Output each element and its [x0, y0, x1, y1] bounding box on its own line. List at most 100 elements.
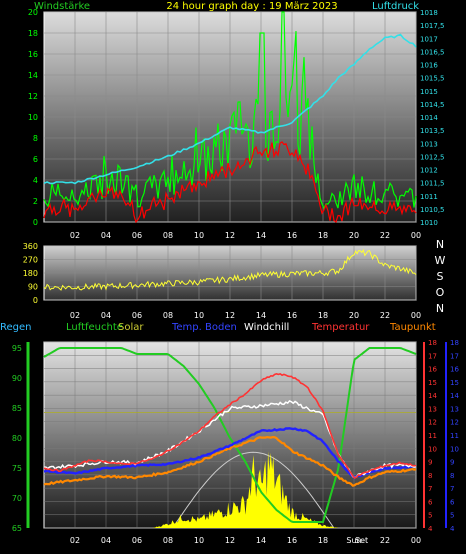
wind-direction-line	[43, 248, 417, 291]
chart-title: 24 hour graph day : 19 März 2023	[166, 1, 337, 12]
legend-solar: Solar	[118, 322, 144, 333]
ground-temp-tick-label: 9	[450, 459, 454, 467]
direction-x-tick-label: 04	[101, 311, 111, 320]
direction-x-tick-label: 02	[70, 311, 80, 320]
wind-x-tick-label: 12	[225, 231, 235, 240]
climate-x-tick-label: 18	[318, 536, 328, 545]
ground-temp-tick-label: 4	[450, 525, 455, 533]
humidity-tick-label: 80	[12, 434, 22, 443]
pressure-tick-label: 1013	[420, 140, 438, 148]
sunset-label: Set	[355, 536, 368, 545]
ground-temp-tick-label: 6	[450, 498, 455, 506]
temperature-tick-label: 10	[428, 445, 437, 453]
ground-temp-tick-label: 5	[450, 512, 454, 520]
climate-x-tick-label: 14	[256, 536, 266, 545]
ground-temp-tick-label: 14	[450, 392, 459, 400]
wind-x-tick-label: 08	[163, 231, 173, 240]
ground-temp-tick-label: 16	[450, 366, 459, 374]
temperature-tick-label: 12	[428, 419, 437, 427]
direction-x-tick-label: 20	[349, 311, 359, 320]
climate-x-tick-label: 16	[287, 536, 297, 545]
wind-gust-line	[43, 141, 417, 224]
wind-tick-label: 2	[33, 197, 38, 206]
temperature-tick-label: 4	[428, 525, 433, 533]
ground-temp-tick-label: 13	[450, 405, 459, 413]
wind-tick-label: 10	[28, 113, 38, 122]
pressure-tick-label: 1015,5	[420, 75, 445, 83]
solar-theory-arc	[172, 451, 335, 529]
legend-windchill: Windchill	[244, 322, 289, 333]
wind-tick-label: 14	[28, 71, 38, 80]
wind-x-tick-label: 18	[318, 231, 328, 240]
solar-area	[152, 451, 339, 528]
pressure-tick-label: 1017	[420, 35, 438, 43]
pressure-tick-label: 1012,5	[420, 153, 445, 161]
humidity-tick-label: 95	[12, 344, 22, 353]
pressure-line	[43, 33, 417, 185]
direction-x-tick-label: 12	[225, 311, 235, 320]
legend-taupunkt: Taupunkt	[389, 322, 436, 333]
direction-x-tick-label: 06	[132, 311, 142, 320]
legend-temp-boden: Temp. Boden	[171, 322, 237, 333]
compass-label: S	[437, 270, 444, 283]
humidity-tick-label: 70	[12, 494, 22, 503]
wind-x-tick-label: 04	[101, 231, 111, 240]
wind-x-tick-label: 16	[287, 231, 297, 240]
wind-x-tick-label: 00	[411, 231, 421, 240]
wind-x-tick-label: 22	[380, 231, 390, 240]
legend-regen: Regen	[0, 322, 32, 333]
wind-tick-label: 16	[28, 50, 38, 59]
climate-x-tick-label: Sun	[346, 536, 361, 545]
wind-x-tick-label: 20	[349, 231, 359, 240]
climate-x-tick-label: 04	[101, 536, 111, 545]
climate-x-tick-label: 08	[163, 536, 173, 545]
temperature-tick-label: 7	[428, 485, 432, 493]
direction-tick-label: 180	[23, 269, 38, 278]
wind-tick-label: 0	[33, 218, 38, 227]
pressure-tick-label: 1016	[420, 62, 438, 70]
direction-x-tick-label: 14	[256, 311, 266, 320]
wind-x-tick-label: 10	[194, 231, 204, 240]
pressure-tick-label: 1011	[420, 193, 438, 201]
pressure-tick-label: 1018	[420, 9, 438, 17]
wind-tick-label: 20	[28, 8, 38, 17]
direction-tick-label: 90	[28, 283, 38, 292]
temperature-tick-label: 13	[428, 405, 437, 413]
wind-axis-label: Windstärke	[34, 1, 90, 12]
pressure-tick-label: 1011,5	[420, 180, 445, 188]
climate-x-tick-label: 12	[225, 536, 235, 545]
temperature-tick-label: 9	[428, 459, 432, 467]
wind-x-tick-label: 02	[70, 231, 80, 240]
direction-x-tick-label: 16	[287, 311, 297, 320]
direction-x-tick-label: 18	[318, 311, 328, 320]
wind-tick-label: 4	[33, 176, 38, 185]
humidity-line	[43, 347, 417, 523]
direction-x-tick-label: 00	[411, 311, 421, 320]
direction-tick-label: 270	[23, 256, 38, 265]
humidity-tick-label: 75	[12, 464, 22, 473]
pressure-axis-label: Luftdruck	[372, 1, 419, 12]
humidity-tick-label: 65	[12, 524, 22, 533]
ground-temp-tick-label: 17	[450, 352, 459, 360]
pressure-tick-label: 1010	[420, 219, 438, 227]
wind-x-tick-label: 06	[132, 231, 142, 240]
temperature-tick-label: 16	[428, 366, 437, 374]
pressure-tick-label: 1014	[420, 114, 438, 122]
temperature-tick-label: 6	[428, 498, 433, 506]
climate-x-tick-label: 00	[411, 536, 421, 545]
pressure-tick-label: 1012	[420, 167, 438, 175]
humidity-tick-label: 90	[12, 374, 22, 383]
ground-temp-tick-label: 18	[450, 339, 459, 347]
temperature-tick-label: 8	[428, 472, 432, 480]
compass-label: N	[436, 238, 444, 251]
compass-label: N	[436, 302, 444, 315]
compass-label: W	[435, 254, 446, 267]
climate-x-tick-label: 02	[70, 536, 80, 545]
ground-temp-tick-label: 11	[450, 432, 459, 440]
wind-tick-label: 6	[33, 155, 38, 164]
direction-x-tick-label: 10	[194, 311, 204, 320]
pressure-tick-label: 1013,5	[420, 127, 445, 135]
direction-x-tick-label: 22	[380, 311, 390, 320]
ground-temp-tick-label: 7	[450, 485, 454, 493]
